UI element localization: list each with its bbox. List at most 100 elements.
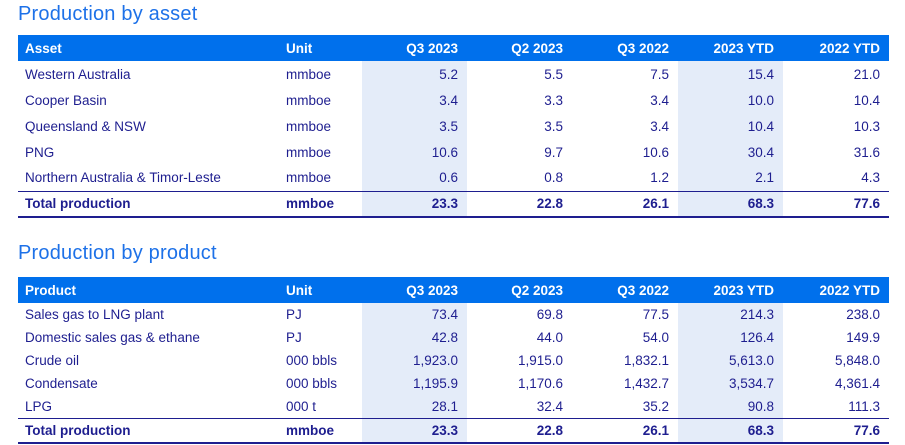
cell-value: 42.8 — [362, 326, 467, 349]
cell-value: 10.6 — [642, 144, 669, 160]
table-row: Northern Australia & Timor-Leste mmboe 0.6… — [18, 165, 889, 191]
cell-value: 10.6 — [362, 139, 467, 165]
total-label: Total production — [18, 190, 286, 218]
cell-value: 1,170.6 — [517, 376, 563, 391]
column-header-label: Product — [18, 277, 286, 303]
production-by-asset-section: Production by asset Asset Unit Q3 2023 Q2 2… — [18, 2, 889, 218]
cell-value: 3,534.7 — [678, 372, 783, 395]
column-header-value: Q2 2023 — [467, 35, 572, 61]
cell-unit: mmboe — [286, 144, 332, 160]
table-row: Cooper Basin mmboe 3.4 3.3 3.4 10.0 10.4 — [18, 87, 889, 113]
cell-value: 3.4 — [362, 87, 467, 113]
column-header-value: Q2 2023 — [467, 277, 572, 303]
cell-unit: mmboe — [286, 170, 332, 186]
total-value: 68.3 — [678, 190, 783, 218]
section-title: Production by asset — [18, 3, 198, 25]
production-by-product-section: Production by product Product Unit Q3 2023… — [18, 241, 889, 444]
cell-unit: 000 bbls — [286, 376, 338, 391]
column-header-unit: Unit — [286, 35, 362, 61]
header-row: Asset Unit Q3 2023 Q2 2023 Q3 2022 2023 YTD 20… — [18, 35, 889, 61]
cell-label: Condensate — [25, 376, 98, 391]
column-header-value: 2022 YTD — [783, 35, 889, 61]
table-body: Sales gas to LNG plant PJ 73.4 69.8 77.5 214.… — [18, 303, 889, 418]
cell-value: 1,915.0 — [517, 353, 563, 368]
total-value: 22.8 — [467, 417, 572, 444]
cell-value: 1,832.1 — [623, 353, 669, 368]
table-footer: Total production mmboe 23.3 22.8 26.1 68.3 77.… — [18, 417, 889, 444]
column-header-value: 2023 YTD — [678, 277, 783, 303]
cell-value: 3.3 — [544, 92, 563, 108]
cell-value: 10.0 — [678, 87, 783, 113]
cell-value: 4,361.4 — [834, 376, 880, 391]
cell-value: 77.5 — [642, 307, 669, 322]
cell-value: 238.0 — [846, 307, 880, 322]
section-title: Production by product — [18, 242, 217, 264]
column-header-unit: Unit — [286, 277, 362, 303]
cell-value: 3.4 — [650, 92, 669, 108]
cell-value: 30.4 — [678, 139, 783, 165]
column-header-value: Q3 2022 — [572, 277, 678, 303]
cell-value: 73.4 — [362, 303, 467, 326]
table-row: Sales gas to LNG plant PJ 73.4 69.8 77.5 214.… — [18, 303, 889, 326]
table-row: PNG mmboe 10.6 9.7 10.6 30.4 31.6 — [18, 139, 889, 165]
cell-unit: PJ — [286, 307, 302, 322]
total-label: Total production — [18, 417, 286, 444]
cell-label: Northern Australia & Timor-Leste — [25, 170, 221, 186]
column-header-value: Q3 2022 — [572, 35, 678, 61]
cell-value: 4.3 — [861, 170, 880, 186]
table-row: Crude oil 000 bbls 1,923.0 1,915.0 1,832.1 5,… — [18, 349, 889, 372]
production-by-asset-table: Asset Unit Q3 2023 Q2 2023 Q3 2022 2023 YTD 20… — [18, 35, 889, 218]
cell-value: 3.4 — [650, 118, 669, 134]
cell-value: 21.0 — [853, 66, 880, 82]
cell-value: 9.7 — [544, 144, 563, 160]
cell-label: PNG — [25, 144, 55, 160]
cell-unit: mmboe — [286, 118, 332, 134]
cell-value: 69.8 — [536, 307, 563, 322]
cell-value: 1,432.7 — [623, 376, 669, 391]
cell-unit: 000 bbls — [286, 353, 338, 368]
cell-label: Domestic sales gas & ethane — [25, 330, 200, 345]
table-header: Asset Unit Q3 2023 Q2 2023 Q3 2022 2023 YTD 20… — [18, 35, 889, 61]
table-row: Condensate 000 bbls 1,195.9 1,170.6 1,432.7 3… — [18, 372, 889, 395]
cell-value: 214.3 — [678, 303, 783, 326]
column-header-value: Q3 2023 — [362, 35, 467, 61]
table-row: Queensland & NSW mmboe 3.5 3.5 3.4 10.4 10.3 — [18, 113, 889, 139]
cell-unit: 000 t — [286, 398, 317, 414]
column-header-value: 2022 YTD — [783, 277, 889, 303]
cell-value: 44.0 — [536, 330, 563, 345]
total-value: 23.3 — [362, 417, 467, 444]
cell-label: LPG — [25, 398, 53, 414]
cell-value: 5,848.0 — [834, 353, 880, 368]
cell-label: Sales gas to LNG plant — [25, 307, 164, 322]
cell-value: 15.4 — [678, 61, 783, 87]
cell-unit: mmboe — [286, 66, 332, 82]
cell-value: 3.5 — [544, 118, 563, 134]
cell-value: 31.6 — [853, 144, 880, 160]
production-by-product-table: Product Unit Q3 2023 Q2 2023 Q3 2022 2023 YTD… — [18, 277, 889, 444]
table-body: Western Australia mmboe 5.2 5.5 7.5 15.4 21.0 C… — [18, 61, 889, 191]
total-row: Total production mmboe 23.3 22.8 26.1 68.3 77.… — [18, 190, 889, 218]
cell-unit: PJ — [286, 330, 302, 345]
cell-value: 35.2 — [642, 398, 669, 414]
cell-label: Crude oil — [25, 353, 80, 368]
cell-value: 90.8 — [678, 395, 783, 418]
cell-value: 2.1 — [678, 165, 783, 191]
cell-value: 1,923.0 — [362, 349, 467, 372]
table-row: Western Australia mmboe 5.2 5.5 7.5 15.4 21.0 — [18, 61, 889, 87]
table-row: LPG 000 t 28.1 32.4 35.2 90.8 111.3 — [18, 395, 889, 418]
table-row: Domestic sales gas & ethane PJ 42.8 44.0 54.… — [18, 326, 889, 349]
cell-value: 111.3 — [848, 398, 880, 414]
total-value: 68.3 — [678, 417, 783, 444]
cell-value: 5,613.0 — [678, 349, 783, 372]
cell-value: 28.1 — [362, 395, 467, 418]
cell-value: 10.4 — [853, 92, 880, 108]
cell-value: 10.4 — [678, 113, 783, 139]
cell-label: Western Australia — [25, 66, 131, 82]
total-value: 22.8 — [467, 190, 572, 218]
table-header: Product Unit Q3 2023 Q2 2023 Q3 2022 2023 YTD… — [18, 277, 889, 303]
total-value: 26.1 — [572, 417, 678, 444]
header-row: Product Unit Q3 2023 Q2 2023 Q3 2022 2023 YTD… — [18, 277, 889, 303]
cell-value: 5.5 — [544, 66, 563, 82]
cell-value: 1.2 — [650, 170, 669, 186]
